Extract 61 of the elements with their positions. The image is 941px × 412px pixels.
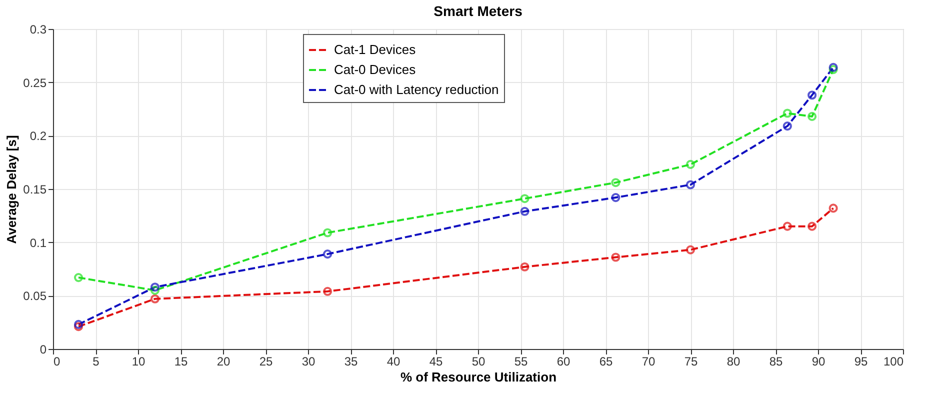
point bbox=[611, 178, 620, 188]
x-tick-label: 90 bbox=[812, 354, 826, 368]
point bbox=[611, 252, 620, 262]
x-tick-label: 5 bbox=[92, 354, 100, 368]
legend-label: Cat-0 Devices bbox=[334, 62, 416, 77]
point bbox=[782, 122, 792, 131]
point bbox=[74, 320, 84, 329]
x-tick-label: 15 bbox=[174, 354, 188, 368]
point bbox=[74, 322, 84, 332]
x-tick-label: 100 bbox=[883, 354, 904, 368]
point bbox=[520, 206, 530, 216]
x-tick-label: 80 bbox=[726, 354, 740, 368]
y-tick-label: 0 bbox=[40, 342, 47, 356]
x-tick-label: 65 bbox=[599, 354, 613, 368]
point bbox=[808, 222, 817, 231]
point bbox=[808, 90, 817, 100]
point bbox=[611, 193, 620, 202]
point bbox=[808, 112, 817, 121]
chart-title: Smart Meters bbox=[434, 3, 523, 19]
point bbox=[782, 222, 792, 231]
x-tick-label: 55 bbox=[514, 354, 528, 368]
point bbox=[323, 286, 332, 296]
x-tick-label: 45 bbox=[429, 354, 443, 368]
point bbox=[782, 108, 792, 118]
x-tick-label: 95 bbox=[854, 354, 868, 368]
point bbox=[520, 194, 530, 204]
point bbox=[520, 262, 530, 272]
x-tick-label: 25 bbox=[259, 354, 273, 368]
x-tick-label: 85 bbox=[769, 354, 783, 368]
x-tick-label: 10 bbox=[132, 354, 146, 368]
point bbox=[323, 228, 332, 238]
y-tick-label: 0.25 bbox=[23, 76, 47, 90]
point bbox=[74, 273, 84, 282]
legend-label: Cat-1 Devices bbox=[334, 42, 416, 57]
y-tick-label: 0.05 bbox=[23, 289, 47, 304]
x-tick-label: 35 bbox=[344, 354, 358, 368]
x-tick-label: 75 bbox=[684, 354, 698, 368]
x-axis-title: % of Resource Utilization bbox=[400, 370, 557, 384]
point bbox=[150, 294, 160, 304]
x-tick-label: 60 bbox=[556, 354, 570, 368]
x-tick-label: 30 bbox=[302, 354, 316, 368]
x-tick-label: 50 bbox=[472, 354, 486, 368]
y-axis-title: Average Delay [s] bbox=[4, 135, 20, 244]
point bbox=[686, 245, 696, 254]
y-tick-label: 0.2 bbox=[30, 129, 47, 144]
x-tick-label: 40 bbox=[386, 354, 400, 368]
point bbox=[150, 282, 160, 292]
x-tick-label: 0 bbox=[54, 354, 60, 368]
x-tick-label: 20 bbox=[216, 354, 230, 368]
point bbox=[323, 250, 332, 259]
point bbox=[828, 65, 838, 74]
legend-label: Cat-0 with Latency reduction bbox=[334, 82, 499, 97]
point bbox=[828, 62, 838, 72]
x-tick-label: 70 bbox=[642, 354, 656, 368]
y-tick-label: 0.3 bbox=[30, 22, 47, 36]
y-tick-label: 0.1 bbox=[30, 236, 47, 250]
point bbox=[828, 204, 838, 213]
point bbox=[686, 180, 696, 190]
point bbox=[686, 160, 696, 169]
point bbox=[150, 286, 160, 295]
y-tick-label: 0.15 bbox=[23, 182, 47, 196]
